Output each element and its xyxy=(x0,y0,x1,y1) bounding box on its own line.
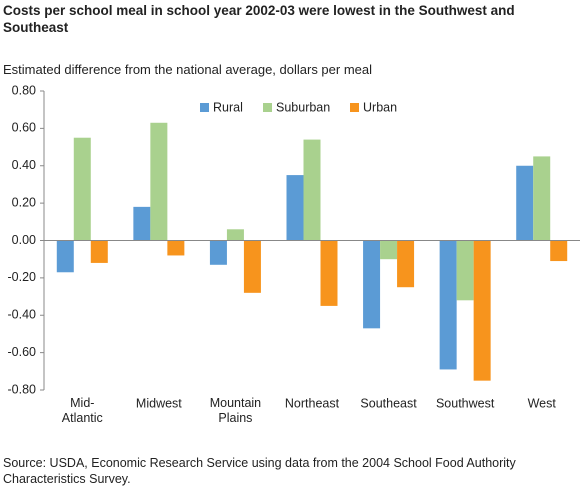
bar xyxy=(90,240,108,263)
legend-label: Suburban xyxy=(276,100,330,114)
legend-label: Urban xyxy=(363,100,397,114)
bar xyxy=(133,206,151,241)
legend-swatch xyxy=(263,103,272,112)
y-tick-label: 0.80 xyxy=(12,83,36,97)
bar xyxy=(243,240,261,293)
legend-label: Rural xyxy=(213,100,243,114)
chart-title: Costs per school meal in school year 200… xyxy=(3,3,515,35)
y-tick-label: 0.20 xyxy=(12,195,36,209)
bar xyxy=(473,240,491,381)
x-tick-label: Southwest xyxy=(436,396,495,410)
bar xyxy=(226,229,244,241)
bar xyxy=(167,240,185,256)
x-tick-label: Southeast xyxy=(360,396,417,410)
y-tick-label: 0.60 xyxy=(12,121,36,135)
bar xyxy=(286,175,304,241)
bar xyxy=(533,156,551,241)
x-tick-label: Midwest xyxy=(136,396,182,410)
y-tick-label: -0.80 xyxy=(8,382,37,396)
legend-swatch xyxy=(350,103,359,112)
y-tick-label: 0.00 xyxy=(12,233,36,247)
y-tick-label: -0.40 xyxy=(8,308,37,322)
x-tick-label: Mid-Atlantic xyxy=(62,396,103,425)
bar xyxy=(439,240,457,370)
bar xyxy=(209,240,227,265)
bar xyxy=(397,240,415,288)
y-tick-label: 0.40 xyxy=(12,158,36,172)
bar xyxy=(456,240,474,301)
x-tick-label: Northeast xyxy=(285,396,340,410)
bar xyxy=(303,139,321,241)
bar xyxy=(550,240,568,262)
legend-swatch xyxy=(200,103,209,112)
y-tick-label: -0.20 xyxy=(8,270,37,284)
bar xyxy=(363,240,381,329)
bar xyxy=(73,137,91,241)
x-tick-label: West xyxy=(528,396,557,410)
bar xyxy=(516,165,534,241)
chart: 0.80 0.60 0.40 0.20 0.00 -0.20 -0.40 -0.60 -0.80… xyxy=(8,83,580,425)
chart-subtitle: Estimated difference from the national a… xyxy=(3,62,373,77)
chart-source: Source: USDA, Economic Research Service … xyxy=(3,456,516,486)
bar xyxy=(320,240,338,306)
bar xyxy=(56,240,74,273)
x-tick-label: Mountain Plains xyxy=(210,396,261,425)
y-tick-label: -0.60 xyxy=(8,345,37,359)
bar xyxy=(380,240,398,260)
bar xyxy=(150,122,168,241)
